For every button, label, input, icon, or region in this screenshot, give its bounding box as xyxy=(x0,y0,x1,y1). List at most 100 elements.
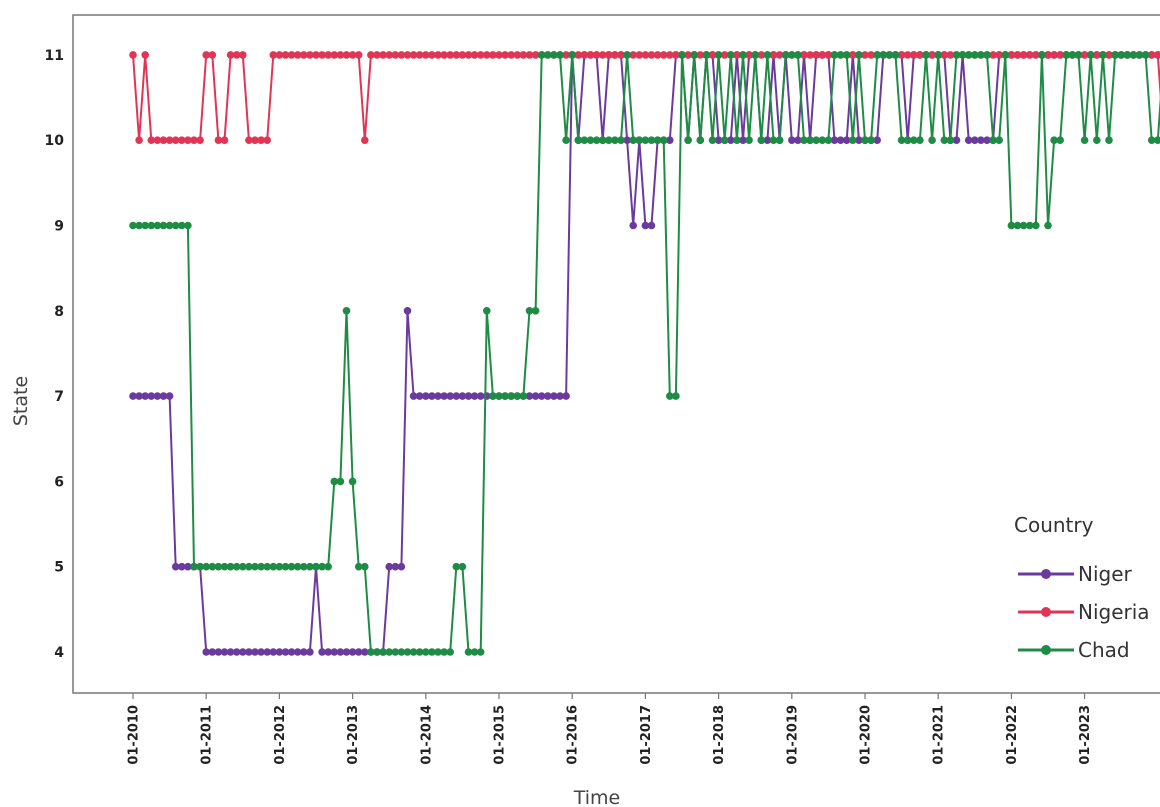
data-point xyxy=(696,51,705,59)
data-point xyxy=(403,648,412,656)
data-point xyxy=(306,562,314,571)
data-point xyxy=(403,51,412,59)
data-point xyxy=(342,648,351,656)
data-point xyxy=(196,136,204,144)
data-point xyxy=(415,648,424,656)
data-point xyxy=(190,136,198,144)
data-point xyxy=(513,51,522,59)
data-point xyxy=(214,648,223,656)
x-tick-label: 01-2015 xyxy=(493,705,508,765)
data-point xyxy=(1080,51,1089,59)
data-point xyxy=(1105,51,1113,59)
data-point xyxy=(910,51,918,59)
data-point xyxy=(312,51,320,59)
data-point xyxy=(550,392,558,400)
data-point xyxy=(330,51,339,59)
data-point xyxy=(672,392,680,400)
data-point xyxy=(184,562,192,571)
data-point xyxy=(263,648,272,656)
data-point xyxy=(580,51,589,59)
data-point xyxy=(495,392,503,400)
data-point xyxy=(348,648,357,656)
data-point xyxy=(391,51,400,59)
data-point xyxy=(464,648,473,656)
data-point xyxy=(544,392,552,400)
data-point xyxy=(239,648,247,656)
data-point xyxy=(1050,51,1058,59)
data-point xyxy=(983,136,991,144)
data-point xyxy=(464,51,473,59)
data-point xyxy=(367,648,375,656)
data-point xyxy=(556,51,564,59)
data-point xyxy=(525,307,534,315)
data-point xyxy=(135,221,143,230)
data-point xyxy=(745,136,753,144)
data-point xyxy=(836,136,845,144)
data-point xyxy=(178,136,186,144)
data-point xyxy=(1135,51,1144,59)
data-point xyxy=(903,51,912,59)
data-point xyxy=(269,51,278,59)
data-point xyxy=(525,51,534,59)
data-point xyxy=(983,51,991,59)
legend-title: Country xyxy=(1014,513,1094,537)
data-point xyxy=(763,51,772,59)
data-point xyxy=(501,51,509,59)
data-point xyxy=(409,392,418,400)
data-point xyxy=(1154,51,1160,59)
legend-item-niger: Niger xyxy=(1018,562,1133,586)
data-point xyxy=(507,392,515,400)
data-point xyxy=(666,51,674,59)
data-point xyxy=(422,392,430,400)
data-point xyxy=(964,51,973,59)
data-point xyxy=(1050,136,1058,144)
data-point xyxy=(470,648,479,656)
data-point xyxy=(971,136,979,144)
data-point xyxy=(476,51,485,59)
data-point xyxy=(470,392,479,400)
data-point xyxy=(769,136,778,144)
data-point xyxy=(855,136,863,144)
data-point xyxy=(885,51,894,59)
data-point xyxy=(202,562,210,571)
data-point xyxy=(287,51,296,59)
data-point xyxy=(861,136,869,144)
data-point xyxy=(867,51,875,59)
data-point xyxy=(141,392,149,400)
data-point xyxy=(129,392,137,400)
data-point xyxy=(605,136,613,144)
data-point xyxy=(1001,51,1010,59)
x-tick-label: 01-2022 xyxy=(1005,705,1020,765)
data-point xyxy=(605,51,613,59)
series-chad xyxy=(129,51,1160,656)
data-point xyxy=(171,221,180,230)
data-point xyxy=(293,51,302,59)
data-point xyxy=(336,648,345,656)
data-point xyxy=(647,136,656,144)
data-point xyxy=(1147,51,1156,59)
data-point xyxy=(245,648,253,656)
data-point xyxy=(336,477,345,486)
data-point xyxy=(842,136,851,144)
data-point xyxy=(324,51,333,59)
data-point xyxy=(214,562,223,571)
data-point xyxy=(1099,51,1107,59)
data-point xyxy=(824,136,833,144)
x-axis-title: Time xyxy=(573,787,621,807)
data-point xyxy=(257,136,265,144)
x-tick-label: 01-2020 xyxy=(859,705,874,765)
data-point xyxy=(403,307,412,315)
data-point xyxy=(1117,51,1125,59)
data-point xyxy=(428,392,436,400)
data-point xyxy=(1154,136,1160,144)
data-point xyxy=(641,136,650,144)
data-point xyxy=(708,51,717,59)
data-point xyxy=(812,136,820,144)
data-point xyxy=(324,562,333,571)
data-point xyxy=(263,136,272,144)
y-tick-label: 8 xyxy=(54,304,64,320)
data-point xyxy=(208,51,217,59)
data-point xyxy=(763,136,772,144)
data-point xyxy=(226,562,235,571)
data-point xyxy=(818,136,827,144)
